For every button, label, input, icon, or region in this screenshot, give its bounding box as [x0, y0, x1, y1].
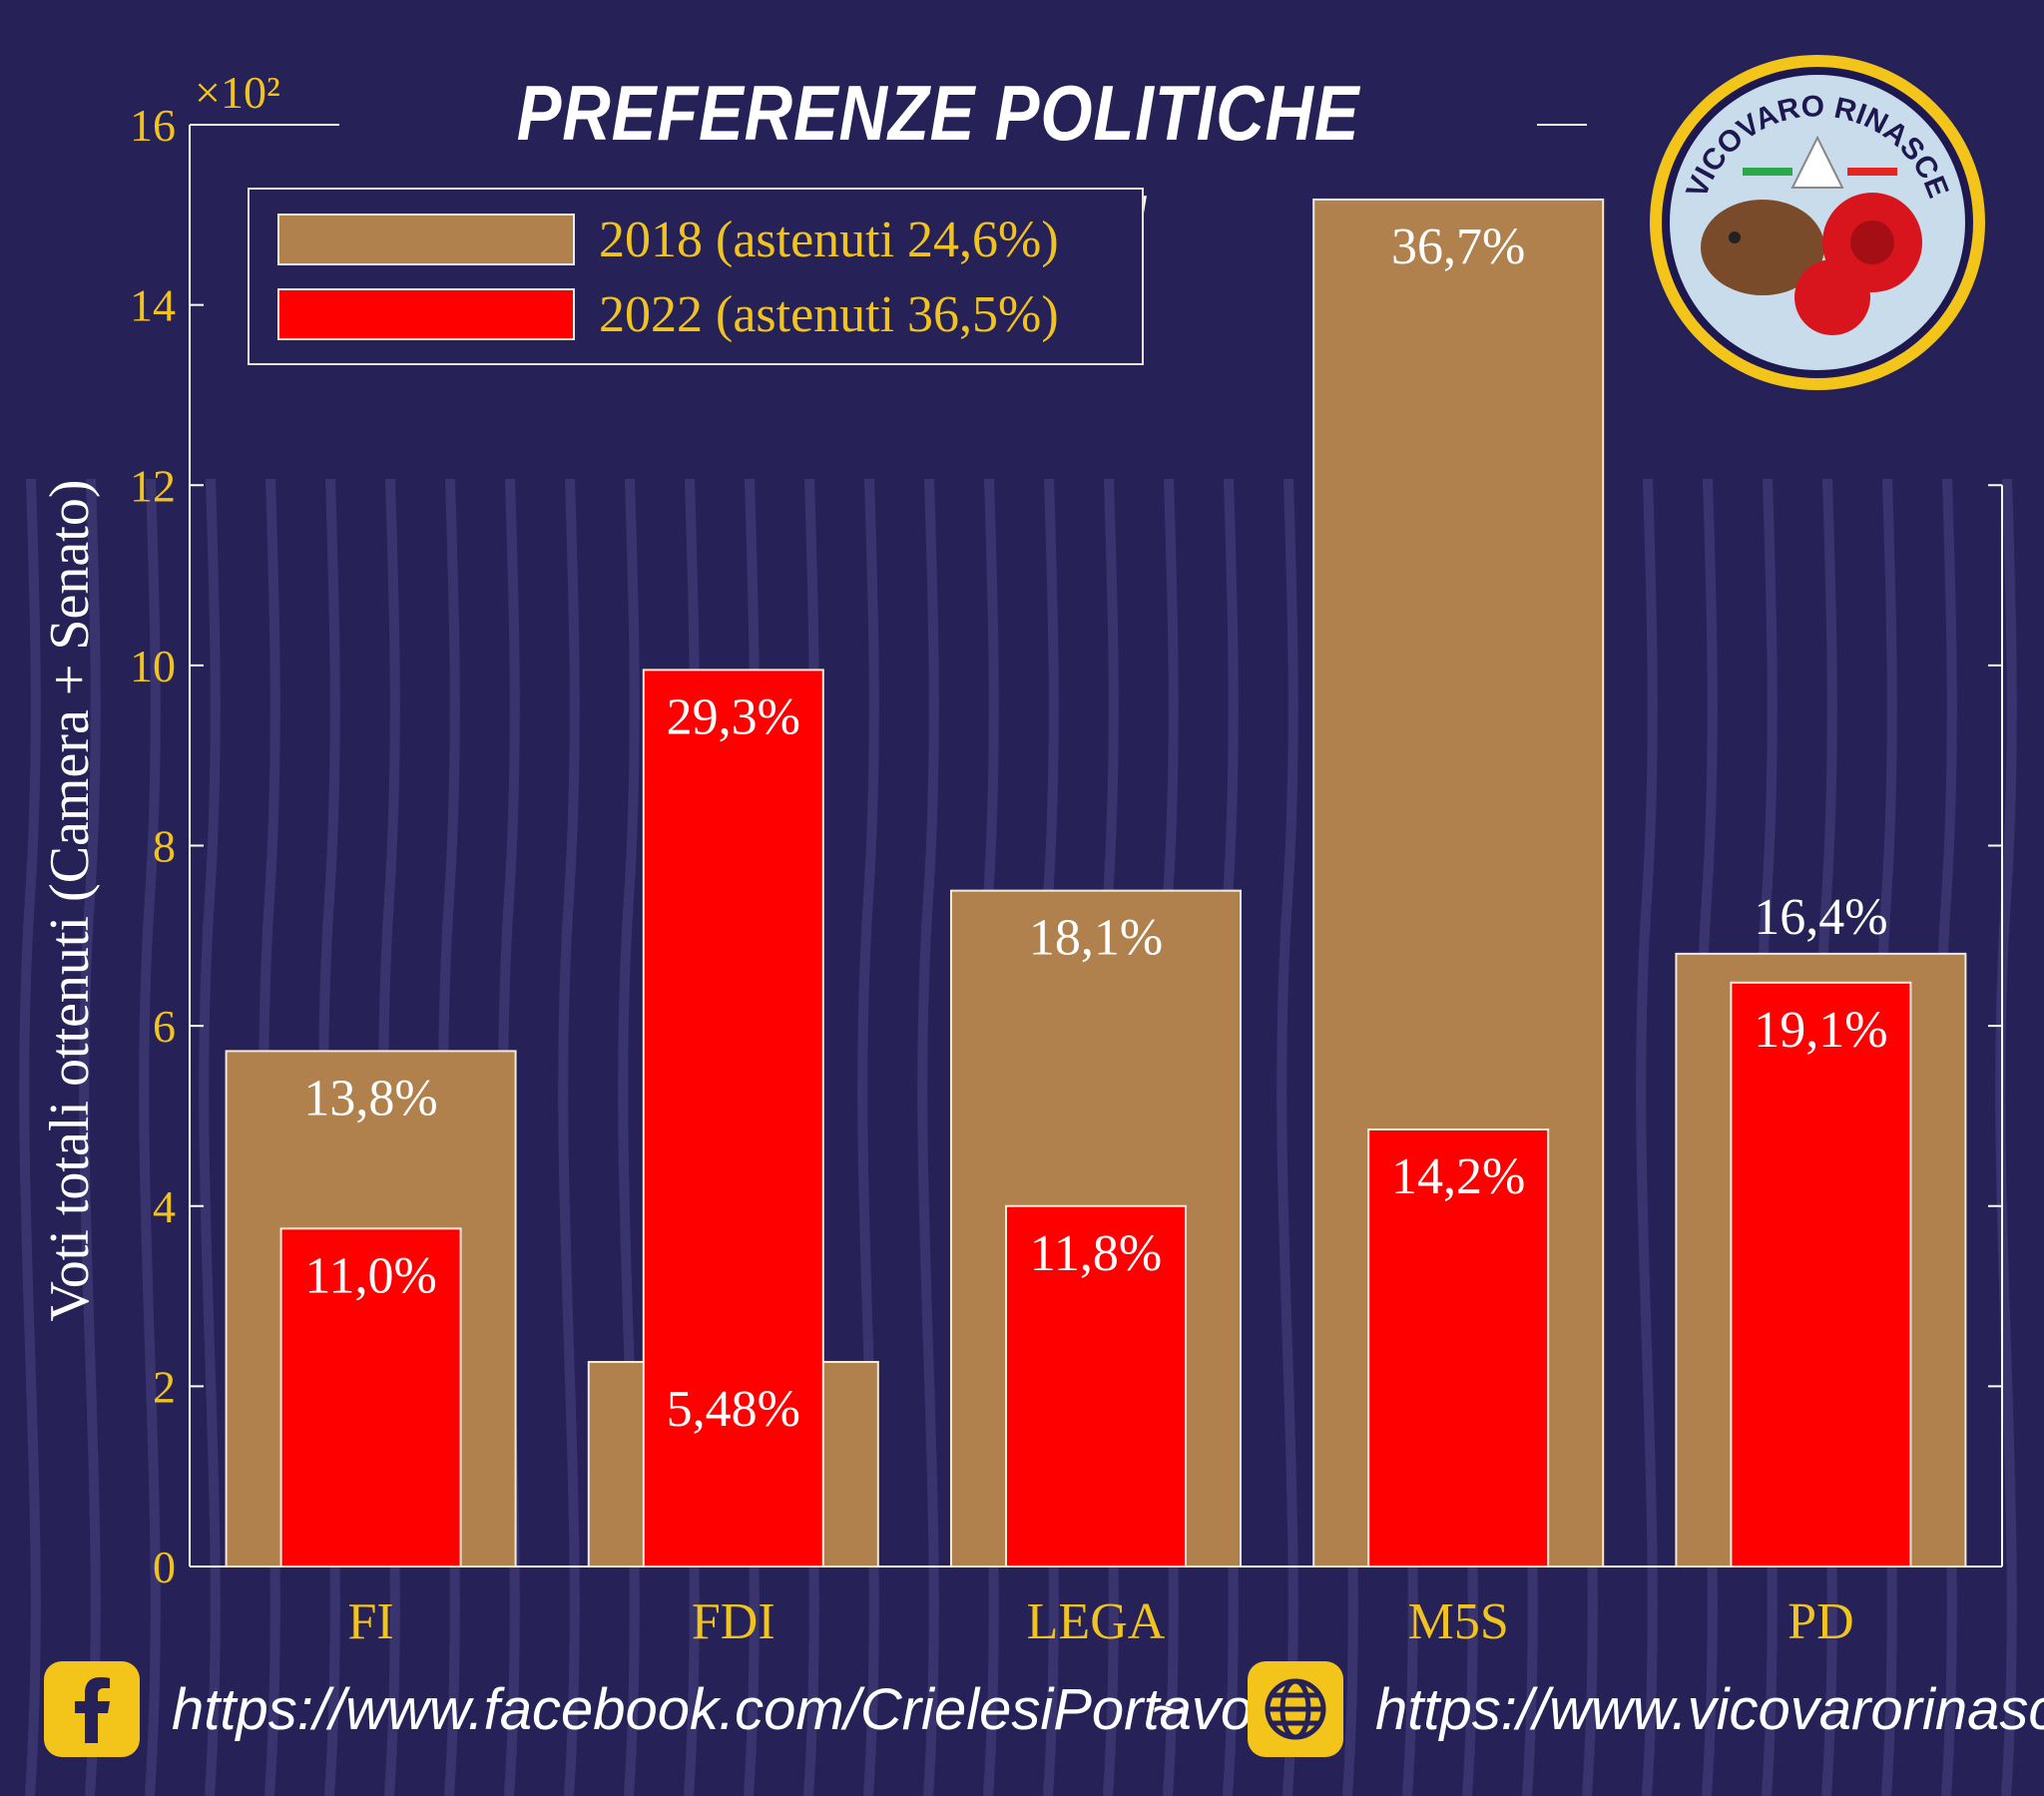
x-tick-label-pd: PD [1788, 1593, 1853, 1650]
y-tick-label: 8 [153, 821, 176, 872]
x-tick-label-lega: LEGA [1027, 1593, 1166, 1650]
value-label-2022-m5s: 14,2% [1391, 1148, 1525, 1205]
y-tick-label: 16 [130, 100, 176, 151]
value-label-2022-fi: 11,0% [304, 1247, 436, 1304]
y-axis-label: Voti totali ottenuti (Camera + Senato) [39, 480, 101, 1322]
value-label-2018-fdi: 5,48% [667, 1381, 800, 1438]
y-tick-label: 10 [130, 641, 176, 691]
y-tick-label: 14 [130, 280, 176, 331]
value-label-2022-pd: 19,1% [1754, 1002, 1887, 1059]
legend-label-2018: 2018 (astenuti 24,6%) [599, 211, 1059, 268]
y-multiplier-label: ×10² [195, 67, 280, 118]
vicovaro-rinasce-logo: VICOVARO RINASCE [1650, 55, 1985, 390]
value-label-2022-lega: 11,8% [1030, 1225, 1162, 1282]
legend-item-2022: 2022 (astenuti 36,5%) [277, 285, 1059, 343]
value-label-2022-fdi: 29,3% [667, 688, 800, 745]
bar-2022-pd [1730, 981, 1912, 1568]
y-tick-label: 0 [153, 1542, 176, 1592]
y-tick-label: 6 [153, 1001, 176, 1052]
website-link[interactable]: https://www.vicovarorinasce.it [1375, 1677, 2044, 1742]
chart-title: PREFERENZE POLITICHE VICOVARESI [516, 69, 1360, 266]
value-label-2018-pd: 16,4% [1754, 889, 1887, 946]
legend-item-2018: 2018 (astenuti 24,6%) [277, 211, 1059, 268]
facebook-link[interactable]: https://www.facebook.com/CrielesiPortavo… [172, 1677, 1314, 1742]
x-tick-label-fdi: FDI [692, 1593, 775, 1650]
y-tick-label: 2 [153, 1361, 176, 1412]
value-label-2018-lega: 18,1% [1029, 910, 1163, 967]
footer-separator: ~ [1152, 1677, 1186, 1742]
legend-swatch-2022 [277, 288, 575, 340]
legend-swatch-2018 [277, 214, 575, 265]
facebook-icon[interactable] [44, 1661, 140, 1757]
chart-legend: 2018 (astenuti 24,6%) 2022 (astenuti 36,… [248, 188, 1144, 365]
bar-2022-fdi [642, 669, 824, 1568]
y-tick-label: 12 [130, 460, 176, 511]
globe-icon[interactable] [1248, 1661, 1343, 1757]
bar-2022-lega [1005, 1204, 1187, 1568]
y-tick-label: 4 [153, 1181, 176, 1232]
footer: https://www.facebook.com/CrielesiPortavo… [0, 1651, 2044, 1761]
x-tick-label-m5s: M5S [1408, 1593, 1509, 1650]
bar-2022-m5s [1367, 1127, 1550, 1568]
value-label-2018-m5s: 36,7% [1391, 219, 1525, 275]
bar-2022-fi [279, 1227, 462, 1568]
x-tick-label-fi: FI [347, 1593, 393, 1650]
legend-label-2022: 2022 (astenuti 36,5%) [599, 285, 1059, 343]
value-label-2018-fi: 13,8% [303, 1070, 437, 1126]
